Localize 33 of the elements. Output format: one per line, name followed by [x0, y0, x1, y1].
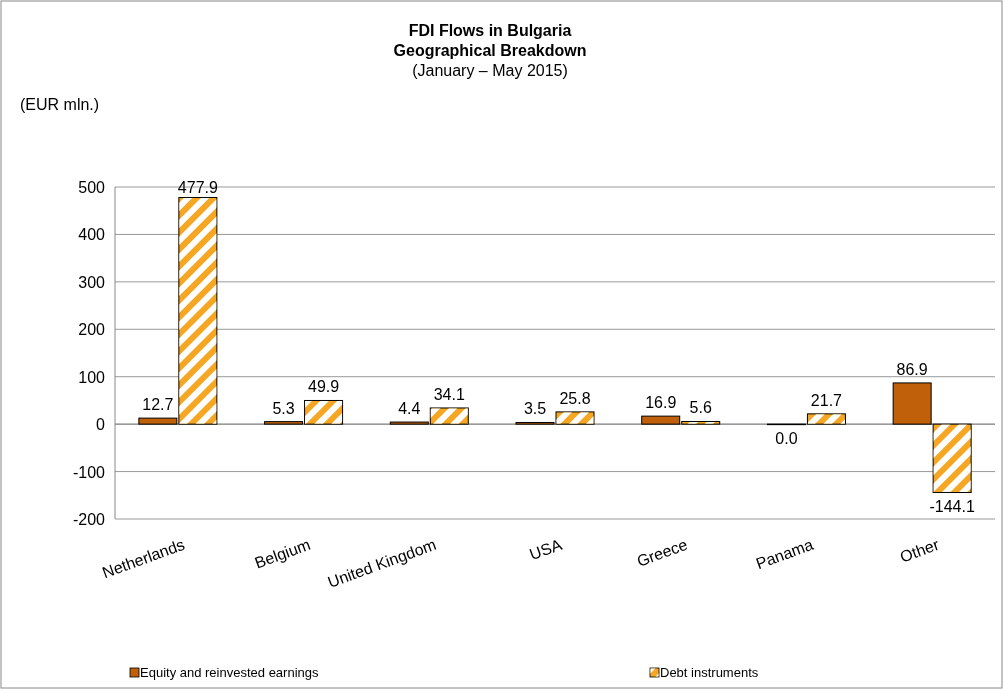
data-label: 16.9: [645, 394, 677, 412]
text: (January – May 2015): [412, 62, 568, 79]
legend-label: Equity and reinvested earnings: [140, 665, 319, 680]
data-label: 34.1: [433, 385, 465, 403]
chart-subtitle: Geographical Breakdown: [393, 42, 587, 59]
x-tick-label: Belgium: [252, 535, 313, 572]
y-tick-label: 0: [96, 416, 106, 434]
data-label: 25.8: [559, 389, 591, 407]
y-tick-label: 500: [78, 179, 106, 196]
data-label: 12.7: [142, 396, 174, 414]
y-tick-label: 400: [78, 226, 106, 244]
x-tick-label: Greece: [634, 535, 690, 570]
data-label: 49.9: [308, 378, 340, 396]
y-axis-title: (EUR mln.): [20, 96, 100, 113]
chart-title: FDI Flows in Bulgaria: [408, 22, 572, 39]
legend-label: Debt instruments: [660, 665, 759, 680]
data-label: 86.9: [896, 360, 928, 378]
x-tick-label: Panama: [753, 535, 816, 573]
data-label: -144.1: [929, 498, 975, 516]
y-tick-label: -100: [72, 463, 106, 481]
data-label: 5.3: [272, 399, 295, 417]
data-label: 21.7: [810, 391, 843, 409]
data-label: 5.6: [689, 399, 712, 417]
data-label: 4.4: [398, 400, 421, 418]
x-tick-label: USA: [527, 535, 565, 564]
x-tick-label: Other: [897, 535, 942, 566]
y-tick-label: 100: [78, 368, 106, 386]
y-tick-label: 200: [78, 321, 106, 339]
data-label: 3.5: [523, 400, 547, 418]
y-tick-label: -200: [72, 511, 106, 528]
y-tick-label: 300: [78, 273, 106, 291]
data-label: 0.0: [775, 430, 798, 448]
data-label: 477.9: [177, 179, 218, 197]
